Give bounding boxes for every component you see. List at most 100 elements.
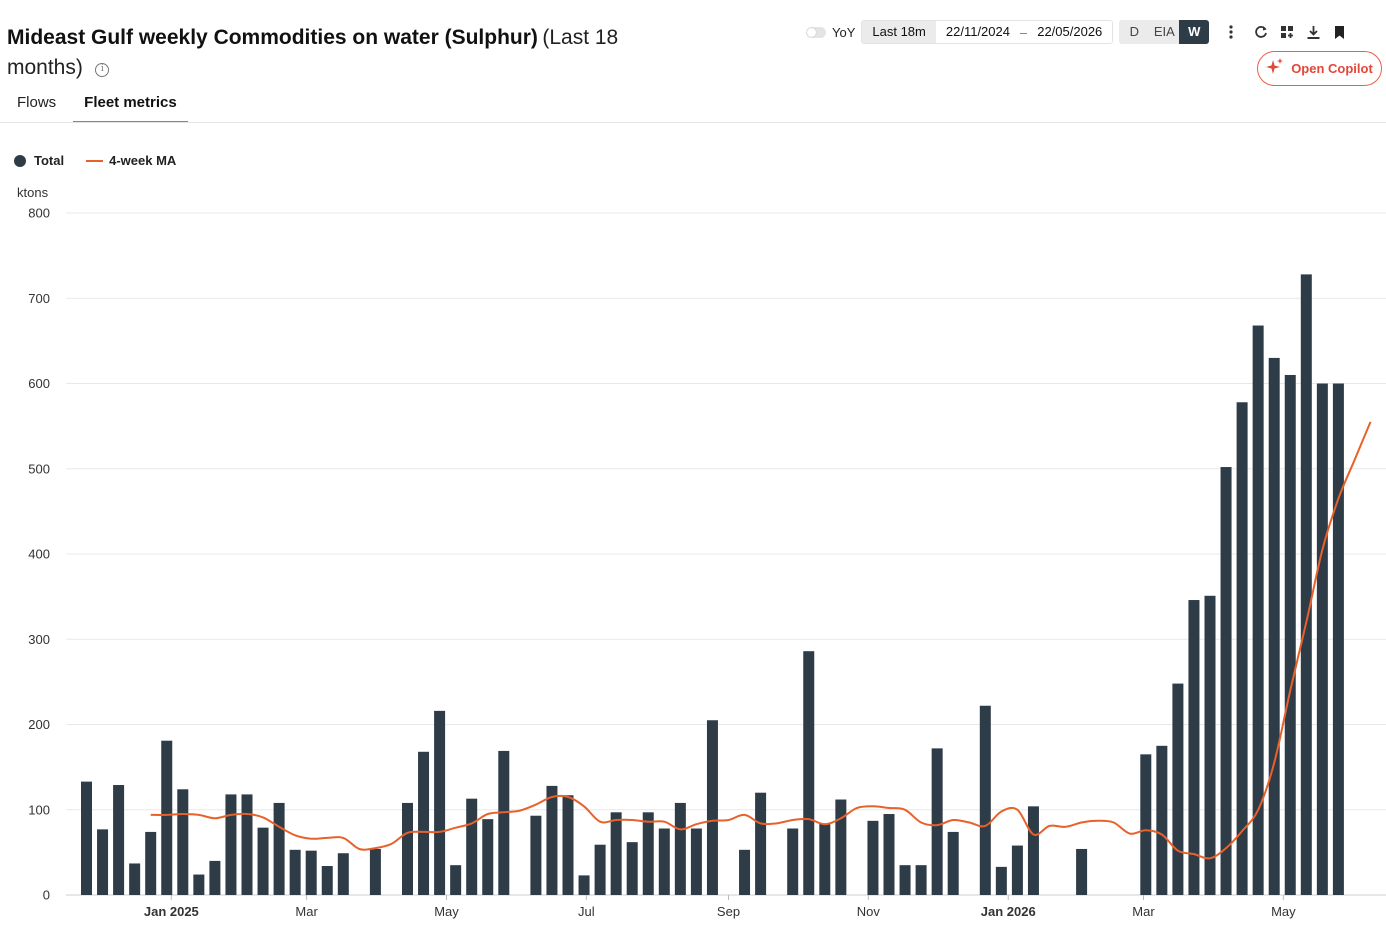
bar[interactable] <box>562 795 574 895</box>
bar[interactable] <box>578 875 590 895</box>
bar[interactable] <box>337 853 349 895</box>
bar[interactable] <box>931 748 943 895</box>
bar[interactable] <box>1204 595 1216 895</box>
bar[interactable] <box>787 828 799 895</box>
bar[interactable] <box>209 860 221 895</box>
y-tick-label: 600 <box>28 376 50 391</box>
bar[interactable] <box>706 720 718 895</box>
tab-flows[interactable]: Flows <box>17 94 57 111</box>
bar[interactable] <box>241 794 253 895</box>
bar[interactable] <box>1252 325 1264 895</box>
bar[interactable] <box>145 831 157 895</box>
bar[interactable] <box>626 842 638 895</box>
more-vertical-icon[interactable] <box>1221 22 1241 42</box>
bar[interactable] <box>369 848 381 895</box>
grid-icon[interactable] <box>1277 22 1297 42</box>
legend-total-label[interactable]: Total <box>34 153 65 168</box>
x-axis-ticks: Jan 2025 Mar May Jul Sep Nov Jan 2026 Mar May <box>144 895 1296 919</box>
bar[interactable] <box>1284 374 1296 896</box>
bar[interactable] <box>402 802 413 895</box>
freq-eia-button[interactable]: EIA <box>1153 24 1175 39</box>
bar[interactable] <box>450 865 462 895</box>
bar[interactable] <box>594 844 606 895</box>
bar[interactable] <box>674 802 686 895</box>
bar[interactable] <box>161 740 173 895</box>
x-tick-label: May <box>434 904 459 919</box>
bar[interactable] <box>1172 683 1184 895</box>
bar[interactable] <box>193 874 205 895</box>
bar[interactable] <box>273 802 285 895</box>
bar[interactable] <box>113 785 125 895</box>
date-separator: – <box>1019 24 1028 40</box>
bar[interactable] <box>819 823 831 895</box>
bar[interactable] <box>1140 754 1152 895</box>
bar[interactable] <box>658 828 670 895</box>
bar[interactable] <box>1076 848 1088 895</box>
legend-total-marker[interactable] <box>14 154 26 167</box>
bar[interactable] <box>899 865 911 895</box>
bar[interactable] <box>1188 600 1200 895</box>
info-icon[interactable]: i <box>95 63 110 77</box>
bar[interactable] <box>305 850 317 895</box>
yoy-label: YoY <box>832 24 856 40</box>
bar[interactable] <box>1316 383 1328 896</box>
bar[interactable] <box>498 750 510 895</box>
date-to-input[interactable]: 22/05/2026 <box>1027 21 1113 43</box>
bar[interactable] <box>1027 806 1039 895</box>
bar[interactable] <box>129 863 141 895</box>
tab-divider <box>0 122 1386 123</box>
bar[interactable] <box>321 866 333 895</box>
frequency-selector: D EIA W <box>1119 20 1210 44</box>
bar[interactable] <box>1220 467 1232 895</box>
bar[interactable] <box>1011 845 1023 895</box>
bar[interactable] <box>755 792 767 895</box>
bar[interactable] <box>835 799 847 895</box>
bar[interactable] <box>803 651 815 895</box>
bar[interactable] <box>739 849 751 895</box>
freq-daily-button[interactable]: D <box>1129 24 1139 39</box>
open-copilot-button[interactable]: Open Copilot <box>1257 51 1382 86</box>
bar[interactable] <box>883 814 895 895</box>
sparkle-icon <box>1266 57 1284 80</box>
bar[interactable] <box>915 865 927 895</box>
bar[interactable] <box>466 798 478 895</box>
bar[interactable] <box>1156 745 1168 895</box>
bar[interactable] <box>947 831 959 895</box>
bar[interactable] <box>642 812 654 895</box>
bar[interactable] <box>81 781 92 895</box>
bar[interactable] <box>867 820 879 895</box>
range-preset-button[interactable]: Last 18m <box>862 21 936 43</box>
bar[interactable] <box>1236 402 1248 895</box>
legend-ma-label[interactable]: 4-week MA <box>109 153 177 168</box>
grid-lines <box>66 212 1386 896</box>
bar[interactable] <box>1332 383 1344 896</box>
chart-toolbar: YoY Last 18m 22/11/2024 – 22/05/2026 D E… <box>806 20 1349 44</box>
tab-fleet-metrics[interactable]: Fleet metrics <box>73 88 188 123</box>
date-from-input[interactable]: 22/11/2024 <box>935 21 1020 43</box>
bar[interactable] <box>1268 357 1280 895</box>
bar[interactable] <box>418 751 430 895</box>
yoy-toggle[interactable] <box>806 26 826 38</box>
bar[interactable] <box>434 710 446 895</box>
bar[interactable] <box>257 827 269 895</box>
bar[interactable] <box>995 866 1007 895</box>
open-copilot-label: Open Copilot <box>1291 61 1373 76</box>
bar[interactable] <box>546 785 558 895</box>
bar[interactable] <box>225 794 237 895</box>
bar[interactable] <box>610 812 622 895</box>
bar[interactable] <box>1300 274 1312 895</box>
refresh-icon[interactable] <box>1251 22 1271 42</box>
legend-ma-marker[interactable] <box>86 159 104 162</box>
bar[interactable] <box>690 828 702 895</box>
bar[interactable] <box>177 789 189 895</box>
freq-weekly-button[interactable]: W <box>1179 20 1210 44</box>
bar[interactable] <box>97 829 109 895</box>
bar[interactable] <box>482 819 494 895</box>
bar[interactable] <box>530 815 542 895</box>
bar[interactable] <box>289 849 301 895</box>
y-tick-label: 300 <box>28 632 50 647</box>
bookmark-icon[interactable] <box>1329 22 1349 42</box>
bar[interactable] <box>979 705 991 895</box>
download-icon[interactable] <box>1303 22 1323 42</box>
ma-line[interactable] <box>150 421 1372 860</box>
